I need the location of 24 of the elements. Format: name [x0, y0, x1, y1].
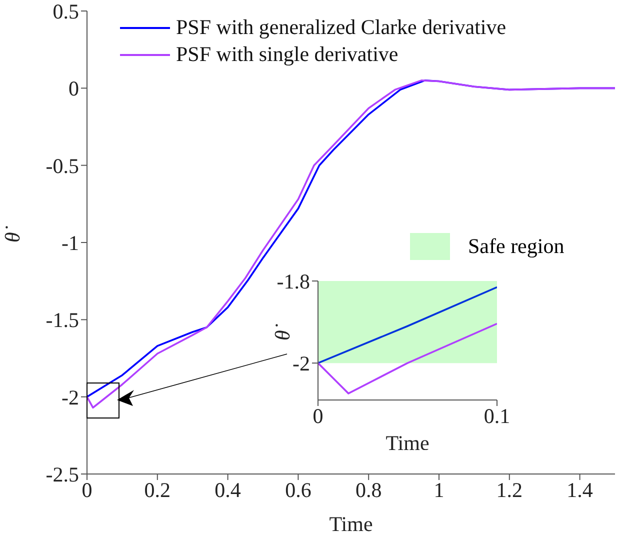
- x-axis-title: Time: [329, 512, 373, 536]
- y-axis-title: θ̇: [270, 324, 294, 340]
- y-tick-label: -0.5: [46, 154, 79, 178]
- x-tick-label: 1.4: [566, 478, 594, 502]
- legend-label: Safe region: [468, 234, 564, 259]
- y-tick-label: -1.8: [276, 269, 310, 294]
- x-tick-label: 1: [434, 478, 444, 502]
- x-tick-label: 0.1: [484, 404, 510, 428]
- x-tick-label: 0.8: [355, 478, 382, 502]
- y-tick-label: -2: [62, 385, 79, 410]
- x-tick-label: 0.6: [285, 478, 312, 502]
- y-tick-label: 0: [68, 76, 79, 101]
- y-tick-label: -1.5: [46, 308, 79, 332]
- x-tick-label: 1.2: [496, 478, 523, 502]
- legend-label: PSF with single derivative: [176, 41, 398, 68]
- x-axis-title: Time: [386, 431, 430, 455]
- y-tick-label: -1: [62, 230, 79, 255]
- y-tick-label: -2: [292, 352, 310, 376]
- y-axis-title: θ̇: [0, 226, 24, 242]
- y-tick-label: -2.5: [46, 462, 79, 486]
- legend-label: PSF with generalized Clarke derivative: [176, 14, 506, 41]
- x-tick-label: 0.2: [144, 478, 171, 502]
- x-tick-label: 0.4: [214, 478, 242, 502]
- y-tick-label: 0.5: [52, 0, 79, 24]
